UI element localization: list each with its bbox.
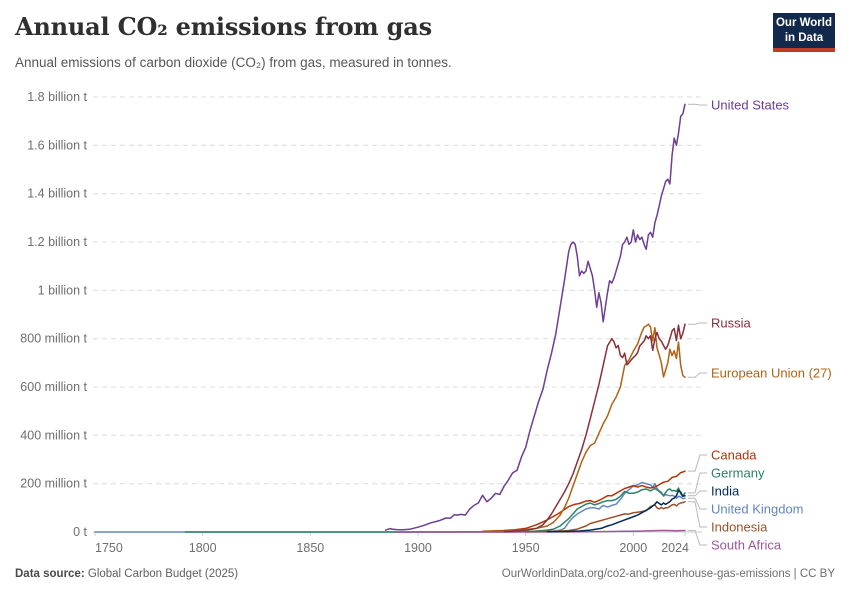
series-label-india[interactable]: India (711, 483, 740, 499)
data-source-label: Data source: (15, 568, 85, 580)
x-axis-tick-label: 1800 (189, 541, 217, 555)
y-axis-tick-label: 0 t (73, 525, 87, 539)
series-label-united-states[interactable]: United States (711, 97, 790, 113)
chart-footer: Data source: Global Carbon Budget (2025)… (15, 568, 835, 580)
x-axis-tick-label: 1750 (95, 541, 123, 555)
x-axis-tick-label: 2024 (661, 541, 689, 555)
owid-logo[interactable]: Our World in Data (773, 13, 835, 52)
license-link[interactable]: OurWorldinData.org/co2-and-greenhouse-ga… (501, 568, 835, 580)
series-line-united-states[interactable] (384, 103, 686, 531)
label-connector-india (688, 490, 707, 497)
series-line-canada[interactable] (481, 470, 686, 533)
page-title: Annual CO₂ emissions from gas (15, 12, 432, 41)
series-label-united-kingdom[interactable]: United Kingdom (711, 501, 804, 517)
chart-subtitle: Annual emissions of carbon dioxide (CO₂)… (15, 55, 452, 70)
label-connector-germany (688, 472, 707, 494)
y-axis-tick-label: 1.2 billion t (27, 235, 87, 249)
label-connector-indonesia (688, 501, 707, 528)
x-axis-tick-label: 2000 (619, 541, 647, 555)
y-axis-tick-label: 1.4 billion t (27, 187, 87, 201)
y-axis-tick-label: 600 million t (20, 380, 87, 394)
series-label-canada[interactable]: Canada (711, 447, 757, 463)
label-connector-united-states (688, 103, 707, 106)
label-connector-russia (688, 322, 707, 325)
y-axis-tick-label: 1.6 billion t (27, 138, 87, 152)
series-line-germany[interactable] (184, 487, 686, 533)
data-source-value: Global Carbon Budget (2025) (87, 568, 239, 580)
series-line-european-union-27[interactable] (481, 323, 686, 533)
data-source-note: Data source: Global Carbon Budget (2025) (15, 568, 238, 580)
series-label-european-union-27[interactable]: European Union (27) (711, 365, 832, 381)
series-label-russia[interactable]: Russia (711, 315, 751, 331)
x-axis-tick-label: 1900 (404, 541, 432, 555)
owid-logo-line1: Our World (775, 17, 832, 29)
label-connector-european-union-27 (688, 372, 707, 378)
x-axis-tick-label: 1850 (296, 541, 324, 555)
series-line-south-africa[interactable] (395, 529, 686, 533)
series-label-germany[interactable]: Germany (711, 465, 765, 481)
y-axis-tick-label: 200 million t (20, 477, 87, 491)
label-connector-south-africa (688, 530, 707, 546)
y-axis-tick-label: 1 billion t (38, 283, 88, 297)
series-line-russia[interactable] (503, 323, 686, 533)
owid-logo-line2: in Data (784, 31, 824, 44)
y-axis-tick-label: 800 million t (20, 332, 87, 346)
label-connector-canada (688, 454, 707, 472)
series-label-indonesia[interactable]: Indonesia (711, 519, 768, 535)
series-label-south-africa[interactable]: South Africa (711, 537, 782, 553)
y-axis-tick-label: 400 million t (20, 428, 87, 442)
series-line-united-kingdom[interactable] (94, 481, 686, 533)
x-axis-tick-label: 1950 (512, 541, 540, 555)
y-axis-tick-label: 1.8 billion t (27, 90, 87, 104)
label-connector-united-kingdom (688, 497, 707, 510)
series-line-india[interactable] (546, 489, 686, 533)
